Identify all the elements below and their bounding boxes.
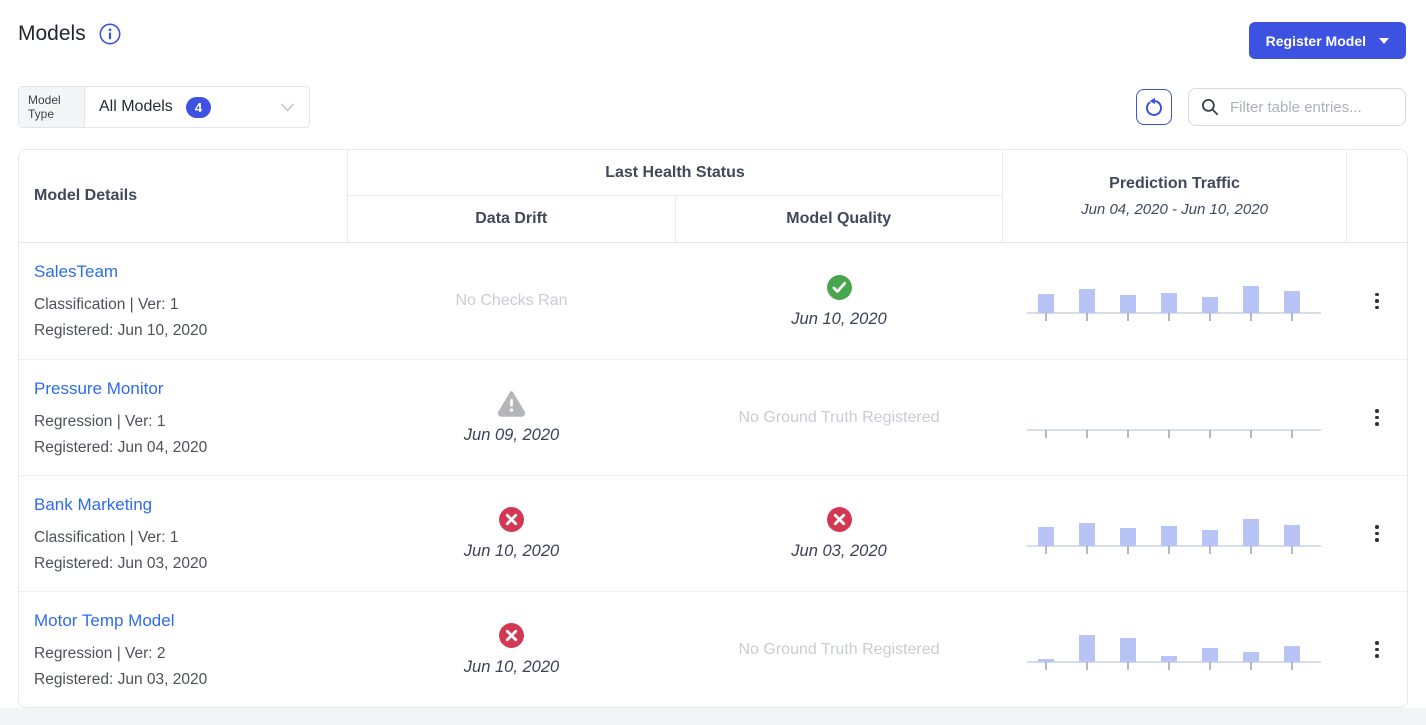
prediction-traffic-sparkline [1025,275,1325,327]
model-details-cell: SalesTeam Classification | Ver: 1 Regist… [19,243,348,359]
data-drift-cell: Jun 10, 2020 [348,476,675,591]
column-header-data-drift: Data Drift [348,196,676,242]
model-type-dropdown[interactable]: Model Type All Models 4 [18,86,310,128]
refresh-icon [1144,97,1164,117]
search-input[interactable] [1228,97,1393,117]
model-count-badge: 4 [185,96,212,118]
model-details-cell: Bank Marketing Classification | Ver: 1 R… [19,476,348,591]
model-details-cell: Motor Temp Model Regression | Ver: 2 Reg… [19,592,348,707]
x-circle-icon [498,622,525,649]
data-drift-status-date: Jun 09, 2020 [463,426,560,444]
table-filter-search[interactable] [1188,88,1406,126]
page-title: Models [18,22,86,45]
model-name-link[interactable]: SalesTeam [34,262,119,281]
row-actions-cell [1347,476,1407,591]
row-actions-cell [1347,360,1407,475]
page-bottom-strip [0,708,1426,725]
model-type-version: Classification | Ver: 1 [34,529,179,546]
model-quality-status-date: Jun 10, 2020 [791,309,887,328]
model-quality-empty-status: No Ground Truth Registered [738,408,940,426]
prediction-traffic-sparkline [1025,392,1325,444]
model-details-cell: Pressure Monitor Regression | Ver: 1 Reg… [19,360,348,475]
prediction-traffic-date-range: Jun 04, 2020 - Jun 10, 2020 [1081,200,1268,218]
column-header-actions [1347,150,1407,242]
prediction-traffic-cell [1003,243,1347,359]
data-drift-status-date: Jun 10, 2020 [463,658,560,676]
model-quality-status-date: Jun 03, 2020 [791,542,887,560]
model-type-version: Classification | Ver: 1 [34,296,179,313]
data-drift-status-date: Jun 10, 2020 [463,542,560,560]
table-header: Model Details Last Health Status Data Dr… [19,150,1407,243]
data-drift-cell: No Checks Ran [348,243,675,359]
prediction-traffic-cell [1003,360,1347,475]
top-bar: Models Register Model [0,0,1426,59]
prediction-traffic-sparkline [1025,508,1325,560]
model-quality-cell: No Ground Truth Registered [675,360,1003,475]
column-header-model-quality: Model Quality [786,210,892,227]
model-registered-date: Registered: Jun 10, 2020 [34,322,208,339]
row-actions-cell [1347,592,1407,707]
search-icon [1201,98,1219,116]
model-quality-cell: Jun 10, 2020 [675,243,1003,359]
caret-down-icon [1379,37,1389,44]
column-header-last-health-status: Last Health Status [348,150,1002,196]
model-quality-cell: Jun 03, 2020 [675,476,1003,591]
prediction-traffic-sparkline [1025,624,1325,676]
table-row: SalesTeam Classification | Ver: 1 Regist… [19,243,1407,359]
model-name-link[interactable]: Pressure Monitor [34,379,164,398]
model-name-link[interactable]: Bank Marketing [34,495,153,514]
data-drift-cell: Jun 10, 2020 [348,592,675,707]
chevron-down-icon [280,102,295,112]
model-quality-cell: No Ground Truth Registered [675,592,1003,707]
row-menu-button[interactable] [1365,285,1389,318]
models-table: Model Details Last Health Status Data Dr… [18,149,1408,708]
model-registered-date: Registered: Jun 03, 2020 [34,555,208,572]
prediction-traffic-cell [1003,592,1347,707]
data-drift-empty-status: No Checks Ran [455,292,568,309]
warning-triangle-icon [497,390,526,417]
model-registered-date: Registered: Jun 04, 2020 [34,439,208,456]
row-menu-button[interactable] [1365,517,1389,550]
x-circle-icon [826,506,853,533]
refresh-button[interactable] [1136,89,1172,125]
prediction-traffic-cell [1003,476,1347,591]
model-type-version: Regression | Ver: 2 [34,645,166,662]
table-row: Motor Temp Model Regression | Ver: 2 Reg… [19,591,1407,707]
row-menu-button[interactable] [1365,633,1389,666]
model-quality-empty-status: No Ground Truth Registered [738,640,940,658]
row-menu-button[interactable] [1365,401,1389,434]
model-type-version: Regression | Ver: 1 [34,413,166,430]
model-type-label: Model Type [19,87,85,127]
data-drift-cell: Jun 09, 2020 [348,360,675,475]
model-type-selected-value: All Models [99,98,173,115]
model-name-link[interactable]: Motor Temp Model [34,611,175,630]
register-model-button[interactable]: Register Model [1248,22,1406,59]
row-actions-cell [1347,243,1407,359]
table-row: Bank Marketing Classification | Ver: 1 R… [19,475,1407,591]
table-row: Pressure Monitor Regression | Ver: 1 Reg… [19,359,1407,475]
filter-bar: Model Type All Models 4 [18,86,1406,128]
column-header-model-details: Model Details [19,150,348,242]
x-circle-icon [498,506,525,533]
table-body: SalesTeam Classification | Ver: 1 Regist… [19,243,1407,707]
column-header-prediction-traffic: Prediction Traffic Jun 04, 2020 - Jun 10… [1003,150,1347,242]
model-registered-date: Registered: Jun 03, 2020 [34,671,208,688]
info-icon[interactable] [99,23,121,45]
check-circle-icon [826,274,853,301]
register-model-label: Register Model [1265,32,1366,49]
